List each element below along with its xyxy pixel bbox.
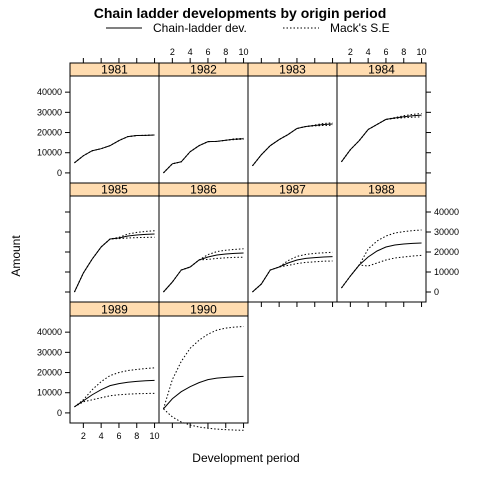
x-tick-label: 2	[170, 47, 175, 57]
x-tick-label: 4	[366, 47, 371, 57]
series-chain-ladder	[341, 114, 422, 163]
y-tick-label: 40000	[37, 87, 62, 97]
legend: Chain-ladder dev. Mack's S.E	[106, 21, 390, 35]
series-chain-ladder	[163, 375, 244, 410]
panel-1987: 1987	[247, 182, 338, 307]
series-chain-ladder	[74, 379, 155, 408]
series-mack-se-lower	[163, 256, 244, 293]
series-chain-ladder	[252, 256, 333, 293]
y-tick-label: 10000	[434, 267, 459, 277]
x-tick-label: 2	[81, 431, 86, 441]
series-mack-se-upper	[162, 326, 244, 410]
strip-label: 1983	[279, 63, 306, 77]
panel-1983: 1983	[247, 58, 338, 184]
series-chain-ladder	[163, 252, 244, 293]
panel-1985: 1985	[65, 182, 160, 303]
y-tick-label: 40000	[434, 207, 459, 217]
x-tick-label: 10	[417, 47, 427, 57]
y-tick-label: 20000	[434, 247, 459, 257]
panel-frame	[336, 195, 427, 303]
y-tick-label: 40000	[37, 327, 62, 337]
series-chain-ladder	[73, 233, 155, 293]
x-tick-label: 8	[134, 431, 139, 441]
y-tick-label: 0	[57, 408, 62, 418]
strip-label: 1982	[190, 63, 217, 77]
y-tick-label: 0	[434, 287, 439, 297]
panel-1982: 1982 2 4 6 8 10	[158, 47, 249, 184]
y-tick-label: 30000	[37, 107, 62, 117]
x-tick-label: 4	[99, 431, 104, 441]
strip-label: 1985	[101, 183, 128, 197]
chart-title: Chain ladder developments by origin peri…	[94, 5, 387, 21]
panel-1988: 1988 0 10000 20000 30000 40000	[336, 182, 459, 307]
legend-label-chain-ladder: Chain-ladder dev.	[153, 21, 247, 35]
panel-1990: 1990	[158, 301, 249, 431]
x-tick-label: 6	[383, 47, 388, 57]
x-tick-label: 4	[188, 47, 193, 57]
series-chain-ladder	[252, 123, 333, 167]
series-chain-ladder	[341, 242, 422, 289]
strip-label: 1981	[101, 63, 128, 77]
series-chain-ladder	[163, 138, 244, 174]
series-mack-se-lower	[252, 260, 333, 293]
x-axis-label: Development period	[192, 451, 299, 465]
x-tick-label: 8	[401, 47, 406, 57]
y-tick-label: 30000	[37, 347, 62, 357]
y-tick-label: 0	[57, 168, 62, 178]
y-tick-label: 10000	[37, 388, 62, 398]
y-tick-label: 10000	[37, 148, 62, 158]
x-tick-label: 10	[239, 47, 249, 57]
strip-label: 1984	[368, 63, 395, 77]
x-tick-label: 10	[150, 431, 160, 441]
panel-frame	[158, 315, 249, 424]
series-chain-ladder	[74, 134, 155, 164]
y-tick-label: 20000	[37, 128, 62, 138]
legend-label-mack-se: Mack's S.E	[330, 21, 390, 35]
y-axis-label: Amount	[9, 235, 23, 277]
series-mack-se-upper	[252, 251, 333, 293]
series-mack-se-upper	[74, 367, 155, 408]
x-tick-label: 2	[348, 47, 353, 57]
x-tick-label: 6	[116, 431, 121, 441]
strip-label: 1988	[368, 183, 395, 197]
x-tick-label: 8	[223, 47, 228, 57]
series-mack-se-lower	[74, 392, 155, 408]
panel-grid: 1981 0 10000 20000 30000 40000 1982 2 4 6 8 10 1983 1…	[37, 47, 459, 441]
strip-label: 1989	[101, 303, 128, 317]
y-tick-label: 20000	[37, 368, 62, 378]
strip-label: 1986	[190, 183, 217, 197]
y-tick-label: 30000	[434, 227, 459, 237]
x-tick-label: 6	[205, 47, 210, 57]
strip-label: 1990	[190, 303, 217, 317]
strip-label: 1987	[279, 183, 306, 197]
